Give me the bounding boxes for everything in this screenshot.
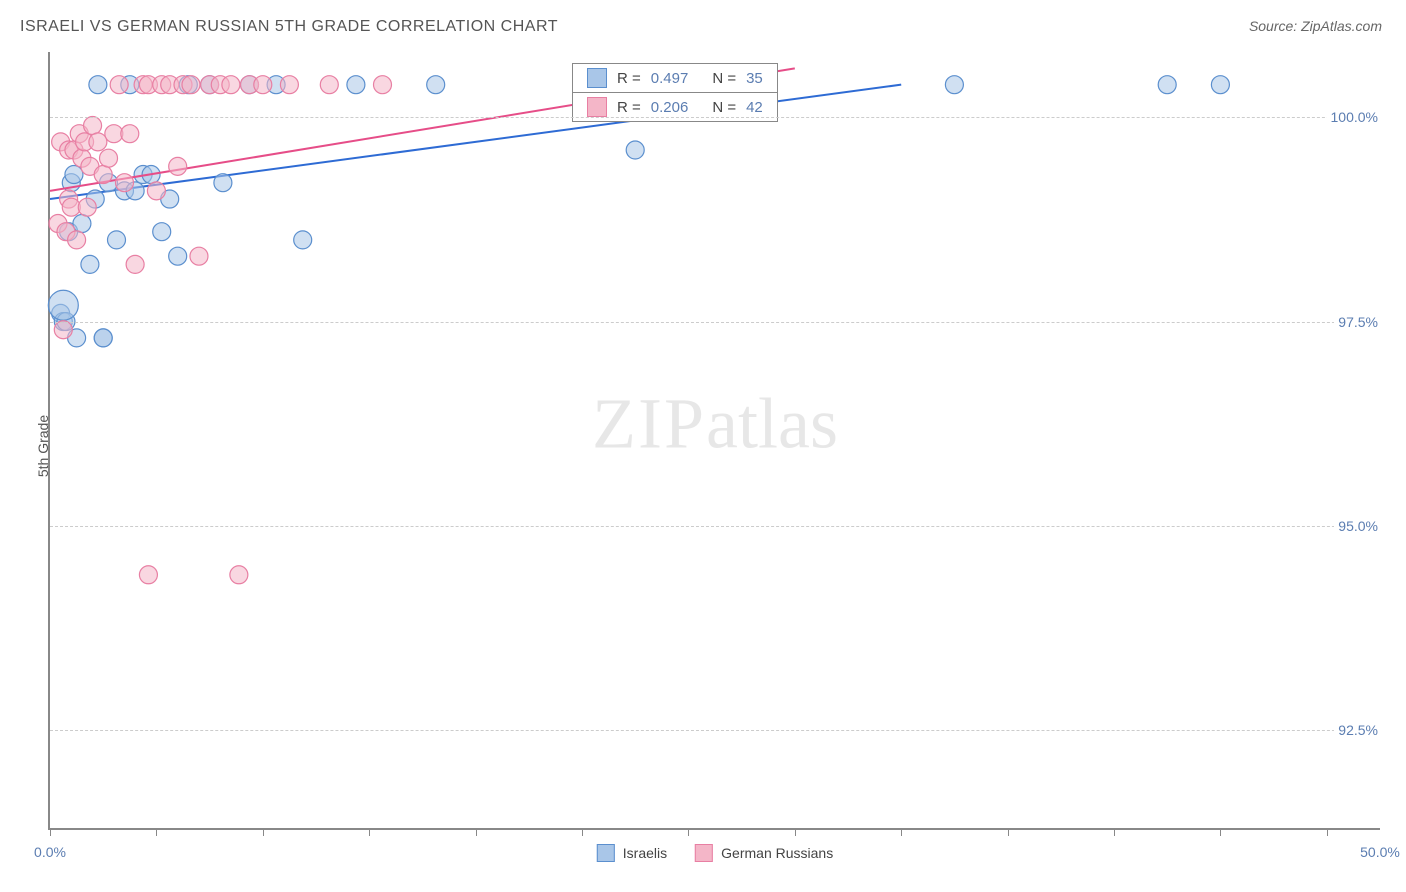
data-point [230,566,248,584]
x-tick [156,828,157,836]
data-point [182,76,200,94]
data-point [427,76,445,94]
chart-title: ISRAELI VS GERMAN RUSSIAN 5TH GRADE CORR… [20,18,558,36]
data-point [121,125,139,143]
data-point [374,76,392,94]
source-credit: Source: ZipAtlas.com [1249,18,1382,34]
legend-n-label: N = [712,70,736,87]
legend-swatch [587,68,607,88]
x-tick [1008,828,1009,836]
legend-bottom: Israelis German Russians [597,844,833,862]
data-point [65,166,83,184]
data-point [190,247,208,265]
x-tick [1114,828,1115,836]
regression-legend-row: R = 0.497 N = 35 [572,63,778,93]
x-tick [688,828,689,836]
legend-swatch [597,844,615,862]
data-point [254,76,272,94]
data-point [89,76,107,94]
data-point [169,157,187,175]
legend-r-value: 0.206 [651,99,689,116]
y-tick-label: 95.0% [1334,518,1382,534]
legend-n-value: 35 [746,70,763,87]
data-point [294,231,312,249]
data-point [54,321,72,339]
legend-label: German Russians [721,845,833,861]
legend-item: Israelis [597,844,667,862]
data-point [108,231,126,249]
data-point [100,149,118,167]
data-point [139,566,157,584]
x-tick-label: 50.0% [1360,844,1400,860]
data-point [153,223,171,241]
legend-item: German Russians [695,844,833,862]
x-tick [476,828,477,836]
data-point [62,198,80,216]
y-tick-label: 97.5% [1334,314,1382,330]
data-point [89,133,107,151]
x-tick [901,828,902,836]
x-tick [263,828,264,836]
x-tick [1327,828,1328,836]
data-point [94,329,112,347]
x-tick [582,828,583,836]
x-tick [50,828,51,836]
gridline-h [50,117,1380,118]
data-point [214,174,232,192]
data-point [73,215,91,233]
data-point [78,198,96,216]
data-point [126,255,144,273]
data-point [626,141,644,159]
legend-r-label: R = [617,70,641,87]
gridline-h [50,730,1380,731]
y-tick-label: 92.5% [1334,722,1382,738]
data-point [105,125,123,143]
chart-svg [50,52,1380,828]
data-point [110,76,128,94]
data-point [320,76,338,94]
data-point [169,247,187,265]
data-point [81,255,99,273]
data-point [147,182,165,200]
legend-swatch [695,844,713,862]
regression-legend: R = 0.497 N = 35 R = 0.206 N = 42 [572,64,778,122]
x-tick [369,828,370,836]
data-point [84,117,102,135]
y-tick-label: 100.0% [1327,109,1382,125]
x-tick [795,828,796,836]
legend-n-value: 42 [746,99,763,116]
legend-n-label: N = [712,99,736,116]
plot-area: ZIPatlas R = 0.497N = 35R = 0.206N = 42 … [48,52,1380,830]
data-point [222,76,240,94]
data-point [48,290,78,320]
legend-label: Israelis [623,845,667,861]
legend-swatch [587,97,607,117]
x-tick [1220,828,1221,836]
data-point [115,174,133,192]
data-point [1211,76,1229,94]
legend-r-label: R = [617,99,641,116]
data-point [1158,76,1176,94]
x-tick-label: 0.0% [34,844,66,860]
legend-r-value: 0.497 [651,70,689,87]
data-point [280,76,298,94]
data-point [94,166,112,184]
gridline-h [50,322,1380,323]
data-point [347,76,365,94]
data-point [945,76,963,94]
gridline-h [50,526,1380,527]
data-point [68,231,86,249]
